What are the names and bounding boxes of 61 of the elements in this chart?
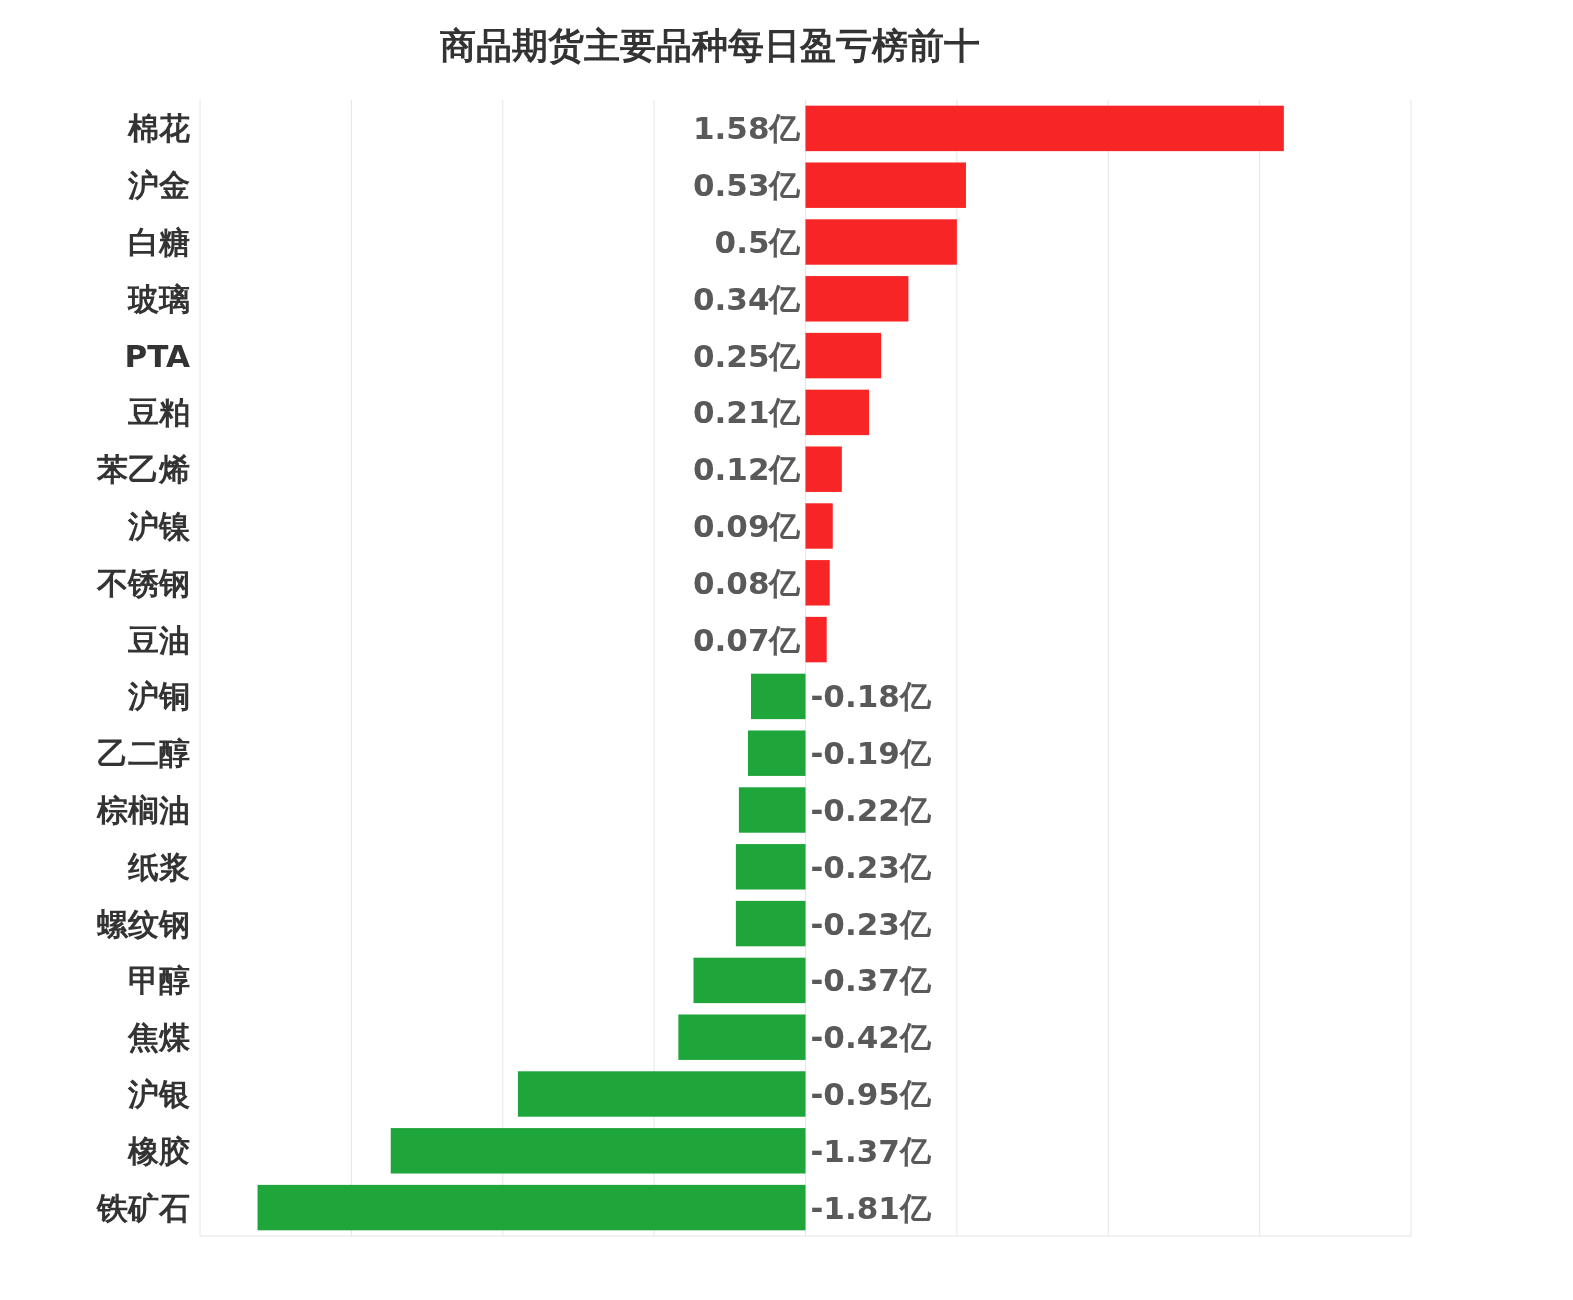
bar: [805, 105, 1284, 152]
bar: [805, 503, 833, 549]
data-label: 0.12亿: [693, 451, 802, 488]
data-label: -0.42亿: [810, 1019, 932, 1056]
bar: [805, 219, 957, 265]
y-tick-label: 白糖: [128, 224, 190, 260]
bar: [805, 446, 842, 492]
bar: [805, 389, 870, 436]
data-label: -0.18亿: [810, 678, 932, 715]
y-tick-label: 苯乙烯: [96, 451, 190, 488]
bar: [390, 1128, 806, 1174]
y-tick-label: 棉花: [127, 110, 190, 147]
y-tick-label: 沪铜: [127, 678, 190, 715]
y-tick-label: 豆粕: [127, 394, 190, 431]
data-label: 0.08亿: [693, 564, 802, 601]
y-tick-label: 沪金: [127, 167, 190, 204]
y-tick-label: 乙二醇: [97, 735, 190, 772]
data-label: 1.58亿: [693, 110, 802, 147]
y-tick-label: 铁矿石: [96, 1189, 190, 1226]
bar: [693, 957, 806, 1004]
bar: [735, 900, 806, 947]
y-tick-label: PTA: [124, 337, 191, 374]
bar: [805, 560, 830, 606]
y-tick-label: 螺纹钢: [96, 905, 190, 942]
data-label: -0.37亿: [810, 962, 932, 999]
chart-title: 商品期货主要品种每日盈亏榜前十: [440, 25, 980, 66]
data-label: -1.81亿: [810, 1189, 932, 1226]
y-tick-label: 不锈钢: [96, 564, 190, 601]
bar: [735, 844, 806, 890]
data-label: -0.23亿: [810, 848, 932, 885]
y-tick-label: 玻璃: [127, 280, 190, 317]
data-label: 0.07亿: [693, 621, 802, 658]
bar: [805, 616, 827, 663]
y-tick-label: 橡胶: [127, 1132, 190, 1169]
y-tick-label: 豆油: [127, 621, 190, 658]
data-label: -0.19亿: [810, 735, 932, 772]
y-tick-label: 沪镍: [127, 508, 191, 544]
data-label: 0.21亿: [693, 394, 802, 431]
y-tick-label: 沪银: [127, 1076, 190, 1112]
data-label: -0.95亿: [810, 1076, 932, 1112]
data-label: 0.09亿: [693, 508, 802, 544]
y-tick-label: 焦煤: [127, 1019, 190, 1056]
bar: [747, 730, 806, 776]
bar: [805, 162, 966, 208]
bar: [805, 276, 909, 322]
data-label: 0.53亿: [693, 167, 802, 204]
data-label: 0.34亿: [693, 280, 802, 317]
data-label: -1.37亿: [810, 1132, 932, 1169]
y-tick-label: 甲醇: [128, 962, 190, 999]
data-label: -0.22亿: [810, 792, 932, 828]
bar: [751, 673, 806, 720]
data-label: 0.5亿: [714, 224, 802, 260]
bar: [517, 1071, 806, 1117]
bar: [738, 787, 806, 833]
bar: [257, 1184, 806, 1231]
data-label: -0.23亿: [810, 905, 932, 942]
bar: [805, 332, 882, 379]
y-tick-label: 纸浆: [127, 848, 190, 885]
y-tick-label: 棕榈油: [96, 792, 190, 828]
data-label: 0.25亿: [693, 337, 802, 374]
bar: [678, 1014, 806, 1060]
